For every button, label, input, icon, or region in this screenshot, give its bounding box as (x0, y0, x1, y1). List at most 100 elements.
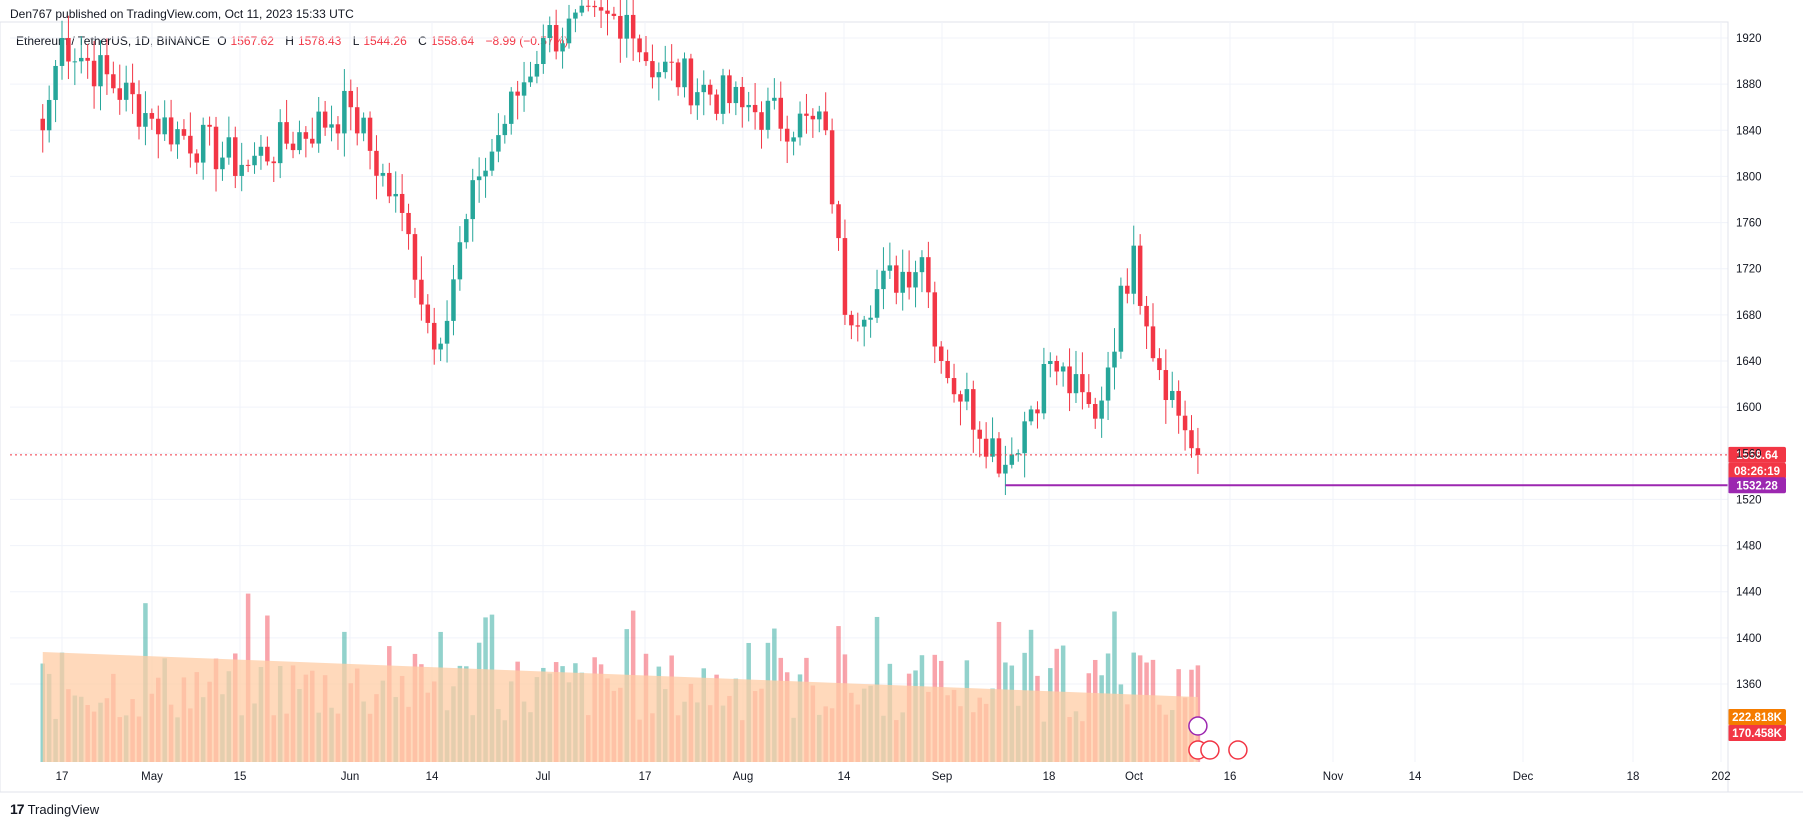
candle-body (1041, 364, 1047, 414)
candle-body (374, 150, 379, 176)
candle-body (380, 172, 386, 176)
candle-body (823, 111, 828, 131)
x-tick-label: Sep (932, 771, 952, 783)
axes: 1920 1880 1840 1800 1760 1720 1680 1640 1600 1560… (0, 22, 1803, 793)
dividend-event-icon (1188, 716, 1208, 736)
y-tick-label: 1360 (1736, 679, 1762, 691)
countdown-label-bg (1728, 462, 1786, 479)
volume-pane (40, 593, 1201, 762)
candle-body (585, 5, 591, 7)
candle-body (123, 82, 129, 100)
candle-body (1028, 409, 1034, 422)
candle-body (842, 238, 848, 315)
candle-body (213, 126, 219, 170)
x-tick-label: 18 (1627, 771, 1640, 783)
candle-body (406, 212, 411, 235)
candle-body (496, 135, 501, 152)
candle-body (59, 38, 65, 66)
candle-body (354, 107, 360, 134)
candle-body (566, 18, 572, 44)
candle-body (874, 289, 880, 318)
candle-body (797, 113, 803, 138)
y-tick-label: 1840 (1736, 125, 1762, 137)
candle-body (393, 193, 398, 197)
candle-body (220, 157, 225, 170)
candle-body (181, 129, 187, 136)
candle-body (367, 117, 373, 151)
candle-body (573, 12, 578, 19)
candle-body (412, 234, 418, 280)
y-tick-label: 1720 (1736, 264, 1762, 276)
volume-bar (1112, 611, 1117, 762)
candle-body (252, 155, 257, 166)
candle-body (322, 111, 328, 128)
candle-body (752, 104, 758, 113)
candle-body (175, 129, 180, 145)
candle-body (143, 113, 148, 127)
candle-body (168, 117, 174, 145)
candle-body (541, 38, 546, 64)
candle-body (977, 429, 982, 439)
candle-body (117, 88, 123, 100)
candle-body (303, 132, 309, 139)
candle-body (958, 394, 963, 402)
candle-body (207, 124, 212, 127)
volume-ma-label-bg (1728, 709, 1786, 725)
candle-body (669, 61, 674, 63)
candle-body (521, 82, 527, 96)
candle-body (553, 25, 559, 52)
candle-body (1086, 392, 1092, 405)
candle-body (849, 314, 854, 326)
candle-body (894, 265, 899, 293)
candle-body (130, 82, 135, 95)
candle-body (598, 7, 604, 11)
candle-body (149, 113, 155, 119)
economic-event-flag-icon (1228, 740, 1248, 760)
footer-brand[interactable]: 17 TradingView (10, 801, 99, 817)
candle-body (361, 117, 366, 134)
last-price-label: 1558.64 (1736, 450, 1778, 462)
candle-body (528, 76, 533, 83)
y-tick-label: 1440 (1736, 587, 1762, 599)
candle-body (688, 58, 694, 106)
candle-body (188, 135, 193, 154)
candle-body (630, 14, 636, 39)
candle-body (85, 57, 90, 61)
candle-body (489, 151, 495, 171)
candle-body (592, 5, 597, 8)
candle-body (701, 84, 707, 93)
candle-body (1048, 361, 1053, 365)
candle-body (945, 361, 950, 379)
candle-body (913, 272, 918, 288)
candle-body (637, 38, 642, 53)
candle-body (900, 271, 905, 293)
candle-body (1080, 374, 1085, 393)
x-tick-label: May (141, 771, 163, 783)
candle-body (46, 99, 52, 131)
publisher-line: Den767 published on TradingView.com, Oct… (10, 7, 354, 21)
candle-body (971, 389, 976, 430)
candle-body (707, 84, 713, 95)
candle-body (502, 123, 508, 136)
candle-body (40, 118, 45, 131)
x-tick-label: 17 (639, 771, 652, 783)
x-tick-label: Jun (341, 771, 360, 783)
y-tick-label: 1560 (1736, 448, 1762, 460)
candle-body (342, 90, 347, 134)
candle-body (1163, 370, 1169, 401)
candle-body (1009, 454, 1015, 465)
candle-body (951, 378, 957, 395)
candle-body (111, 74, 116, 89)
x-tick-label: 18 (1043, 771, 1056, 783)
y-tick-label: 1600 (1736, 402, 1762, 414)
candle-body (476, 176, 482, 181)
candle-body (682, 58, 687, 88)
x-tick-label: 17 (56, 771, 69, 783)
candle-body (1195, 448, 1201, 455)
economic-event-flag-icon (1200, 740, 1220, 760)
candles (40, 0, 1201, 496)
x-tick-label: 202 (1711, 771, 1730, 783)
candle-body (643, 52, 649, 62)
candle-body (740, 86, 745, 108)
